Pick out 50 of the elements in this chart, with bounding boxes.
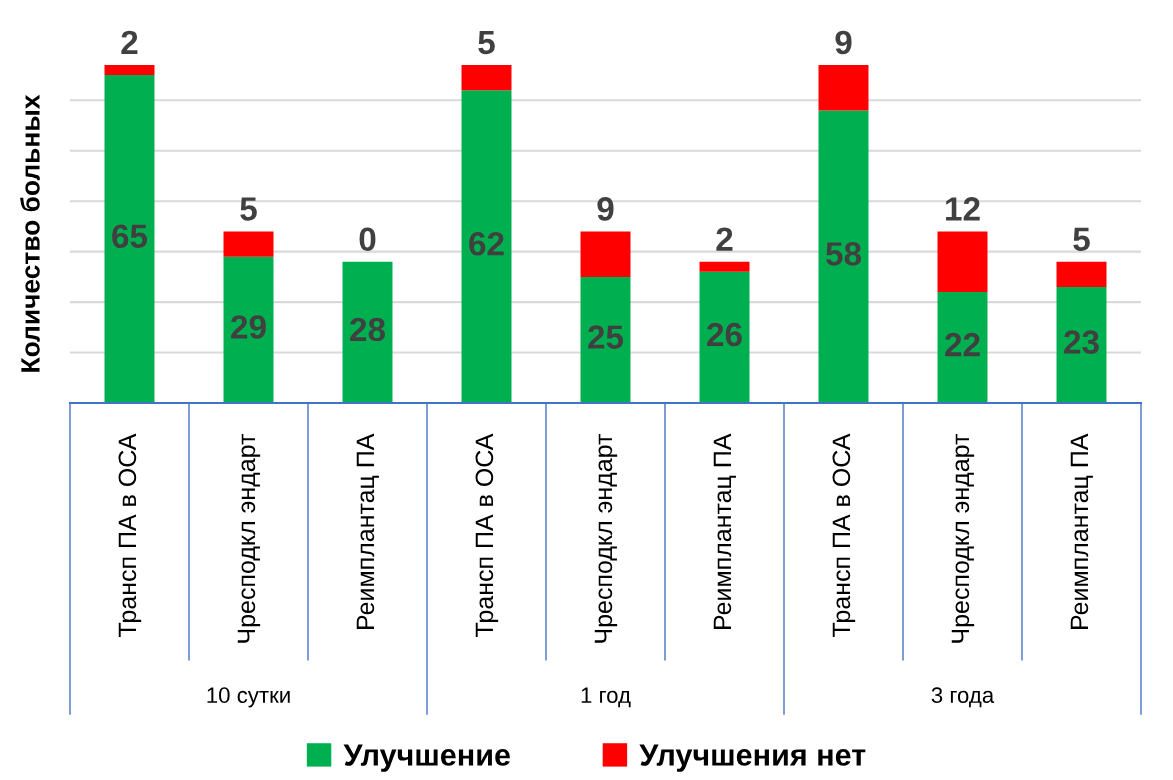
data-label: 5 bbox=[1073, 227, 1090, 251]
data-label: 12 bbox=[946, 197, 980, 221]
data-label: 2 bbox=[716, 227, 733, 251]
data-label: 23 bbox=[1064, 330, 1099, 354]
x-tick-label: Чресподкл эндарт bbox=[951, 433, 975, 643]
data-label: 29 bbox=[231, 315, 266, 339]
data-label: 5 bbox=[240, 197, 257, 221]
x-tick-label: Чресподкл эндарт bbox=[594, 433, 618, 643]
x-tick-label: Трансп ПА в ОСА bbox=[118, 433, 142, 637]
data-label: 65 bbox=[112, 224, 148, 248]
bar bbox=[818, 65, 869, 111]
bar bbox=[461, 65, 512, 91]
data-label: 58 bbox=[825, 242, 862, 266]
data-label: 28 bbox=[350, 317, 386, 342]
x-tick-label: Реимплантац ПА bbox=[1070, 433, 1093, 629]
bar bbox=[342, 261, 393, 403]
x-tick-label: Трансп ПА в ОСА bbox=[475, 433, 499, 637]
bar bbox=[223, 256, 274, 403]
data-label: 2 bbox=[121, 30, 138, 54]
data-label: 62 bbox=[469, 231, 504, 256]
x-tick-label: Реимплантац ПА bbox=[356, 433, 379, 629]
bar bbox=[818, 110, 869, 403]
bar bbox=[937, 231, 988, 293]
bar bbox=[580, 231, 631, 277]
text: 1 год bbox=[581, 687, 631, 708]
bar bbox=[580, 276, 631, 403]
data-label: 25 bbox=[588, 325, 624, 349]
x-tick-label: Чресподкл эндарт bbox=[237, 433, 261, 643]
data-label: 5 bbox=[478, 30, 495, 55]
bar bbox=[1056, 261, 1107, 287]
bar bbox=[104, 65, 155, 76]
bar bbox=[223, 231, 274, 257]
x-tick-label: Трансп ПА в ОСА bbox=[832, 433, 856, 637]
text: 3 года bbox=[931, 687, 995, 708]
bar bbox=[699, 271, 750, 403]
x-tick-label: Реимплантац ПА bbox=[713, 433, 736, 629]
data-label: 22 bbox=[945, 332, 980, 357]
bar bbox=[699, 261, 750, 272]
bar bbox=[104, 75, 155, 403]
data-label: 26 bbox=[707, 322, 742, 347]
legend-label: Улучшение bbox=[343, 744, 510, 772]
data-label: 0 bbox=[359, 227, 376, 251]
bar bbox=[1056, 286, 1107, 403]
data-label: 9 bbox=[597, 197, 614, 221]
y-axis-title: Количество больных bbox=[20, 94, 40, 372]
text: 10 сутки bbox=[207, 687, 290, 708]
legend-label: Улучшения нет bbox=[639, 744, 866, 772]
bar bbox=[461, 90, 512, 403]
data-label: 9 bbox=[835, 30, 852, 55]
bar bbox=[937, 292, 988, 403]
